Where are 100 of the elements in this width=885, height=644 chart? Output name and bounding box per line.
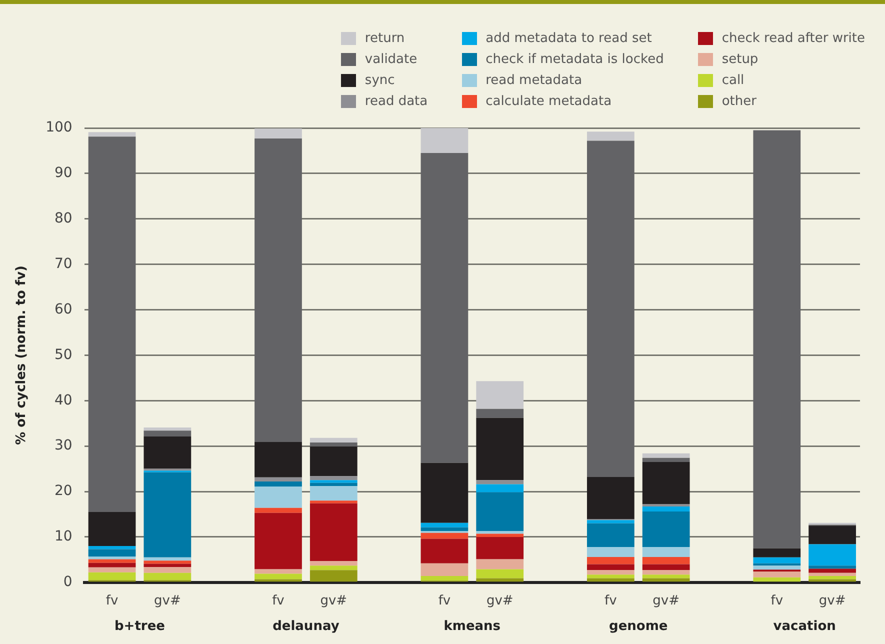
bar	[642, 564, 690, 570]
bar	[420, 527, 468, 532]
legend-label: setup	[722, 52, 758, 67]
bar	[476, 381, 524, 409]
bar	[586, 564, 634, 570]
bar	[476, 418, 524, 480]
bar	[310, 561, 358, 566]
bar	[144, 472, 192, 558]
legend-label: add metadata to read set	[486, 31, 652, 46]
bar	[586, 523, 634, 547]
x-tick-label: fv	[272, 594, 285, 609]
bar	[586, 570, 634, 575]
bar	[144, 564, 192, 567]
bar	[254, 579, 302, 582]
bar	[808, 568, 856, 573]
bar	[753, 571, 801, 578]
bar	[310, 482, 358, 486]
bar	[586, 520, 634, 524]
x-tick-label: fv	[604, 594, 618, 609]
bar	[144, 427, 192, 431]
y-tick-label: 100	[46, 120, 72, 136]
bar	[808, 576, 856, 580]
legend-label: calculate metadata	[486, 94, 612, 109]
legend-label: other	[722, 94, 756, 109]
bar	[808, 526, 856, 544]
x-tick-label: gv#	[818, 594, 846, 609]
bar	[808, 544, 856, 566]
y-tick-label: 30	[54, 438, 72, 454]
bar	[586, 476, 634, 520]
bar	[420, 576, 468, 581]
legend-label: read data	[364, 94, 428, 109]
bar	[476, 534, 524, 537]
bar	[310, 438, 358, 442]
bar	[808, 572, 856, 576]
bar	[642, 574, 690, 578]
bar	[420, 462, 468, 523]
bar	[420, 522, 468, 528]
bar	[586, 546, 634, 557]
x-tick-label: fv	[106, 594, 118, 609]
bar	[88, 136, 136, 512]
bar	[420, 532, 468, 539]
bar	[254, 569, 302, 574]
bar	[476, 578, 524, 582]
bar	[254, 512, 302, 570]
bar	[420, 152, 468, 463]
bar	[476, 480, 524, 484]
bar	[476, 569, 524, 578]
x-tick-label: gv#	[320, 594, 348, 609]
bar	[144, 430, 192, 437]
bar	[310, 486, 358, 501]
bar	[88, 556, 136, 560]
legend-label: call	[722, 73, 744, 88]
bar	[476, 559, 524, 570]
bar	[642, 578, 690, 582]
bar	[586, 574, 634, 578]
text: b+tree	[114, 618, 166, 634]
bar	[476, 408, 524, 418]
y-tick-label: 40	[54, 392, 72, 408]
bar	[88, 559, 136, 563]
bar	[88, 572, 136, 580]
bar	[586, 578, 634, 582]
y-tick-label: 60	[54, 301, 72, 318]
bar	[254, 477, 302, 482]
bar	[254, 574, 302, 580]
bar	[88, 512, 136, 546]
y-tick-label: 20	[54, 483, 72, 500]
y-tick-label: 10	[54, 528, 72, 545]
bar	[753, 557, 801, 564]
bar	[310, 503, 358, 562]
legend-label: validate	[364, 52, 418, 67]
y-tick-label: 70	[54, 256, 72, 272]
bar	[254, 482, 302, 487]
text: kmeans	[444, 618, 501, 634]
bar	[88, 549, 136, 556]
bar	[310, 480, 358, 483]
bar	[642, 570, 690, 575]
bar	[310, 476, 358, 480]
x-tick-label: fv	[438, 594, 451, 609]
bar	[88, 132, 136, 137]
bar	[254, 486, 302, 508]
y-tick-label: 0	[63, 574, 72, 590]
bar	[753, 130, 801, 548]
bar	[310, 566, 358, 570]
bar	[310, 570, 358, 582]
legend-label: return	[364, 31, 405, 46]
bar	[476, 492, 524, 532]
bar	[254, 442, 302, 478]
bar	[420, 538, 468, 564]
bar	[642, 556, 690, 564]
bar	[144, 560, 192, 564]
bar	[254, 508, 302, 513]
bar	[808, 579, 856, 582]
bar	[144, 566, 192, 573]
text: genome	[609, 618, 668, 634]
bar	[310, 442, 358, 447]
bar	[642, 546, 690, 557]
bar	[753, 566, 801, 570]
bar	[420, 563, 468, 576]
bar	[88, 562, 136, 568]
bar	[144, 557, 192, 561]
